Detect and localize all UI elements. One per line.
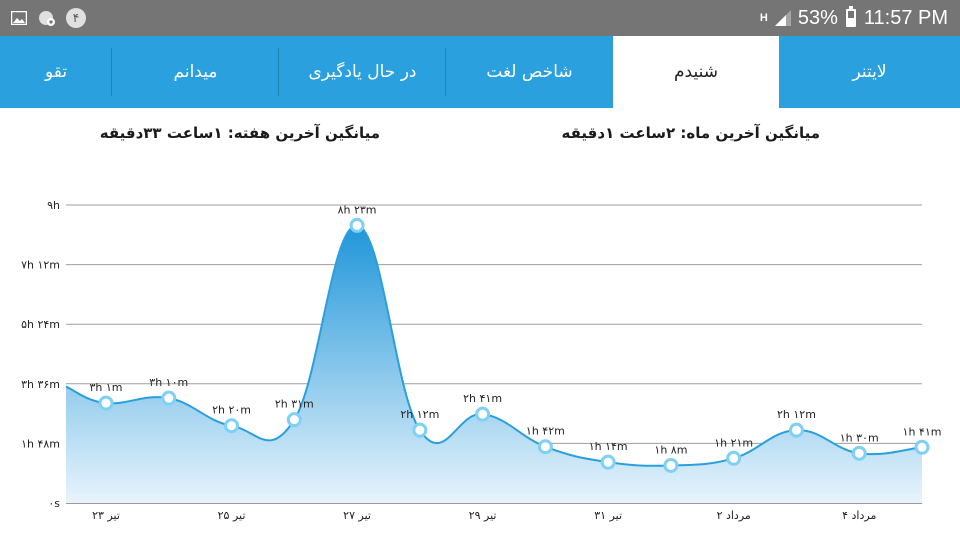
- x-tick-label: ۲۵ تیر: [218, 509, 246, 522]
- data-point[interactable]: [475, 406, 491, 422]
- month-average: میانگین آخرین ماه: ۲ساعت ۱دقیقه: [561, 124, 820, 142]
- tab-leitner[interactable]: لایتنر: [779, 36, 960, 108]
- tab-known-well[interactable]: تقو: [0, 36, 112, 108]
- tab-label: لایتنر: [852, 62, 887, 82]
- data-point[interactable]: [349, 217, 365, 233]
- data-label: ۱h ۲۱m: [714, 436, 753, 449]
- data-point[interactable]: [600, 454, 616, 470]
- data-label: ۱h ۴۱m: [903, 425, 942, 438]
- x-tick-label: ۴ مرداد: [842, 509, 876, 522]
- notification-settings-icon: [38, 9, 56, 27]
- battery-percent: 53%: [797, 6, 838, 29]
- data-label: ۸h ۲۳m: [338, 203, 377, 216]
- data-label: ۲h ۱۲m: [400, 408, 439, 421]
- data-point[interactable]: [286, 412, 302, 428]
- tab-heard[interactable]: شنیدم: [613, 36, 779, 108]
- data-point[interactable]: [161, 390, 177, 406]
- tab-label: شاخص لغت: [486, 62, 573, 82]
- status-bar: ۴ H 53% 11:57 PM: [0, 0, 960, 36]
- data-label: ۳h ۱m: [90, 381, 123, 394]
- status-left-icons: ۴: [10, 8, 86, 28]
- data-point[interactable]: [851, 445, 867, 461]
- data-label: ۲h ۱۲m: [777, 408, 816, 421]
- data-point[interactable]: [788, 422, 804, 438]
- signal-icon: [774, 9, 792, 27]
- data-label: ۱h ۸m: [654, 443, 687, 456]
- y-tick-label: ۱h ۴۸m: [21, 437, 60, 450]
- notification-count-badge: ۴: [66, 8, 86, 28]
- clock: 11:57 PM: [863, 6, 948, 29]
- data-point[interactable]: [537, 439, 553, 455]
- tab-word-index[interactable]: شاخص لغت: [446, 36, 613, 108]
- y-tick-label: ۵h ۲۴m: [21, 318, 60, 331]
- data-label: ۱h ۱۴m: [589, 440, 628, 453]
- tab-learning[interactable]: در حال یادگیری: [279, 36, 446, 108]
- y-tick-label: ۰s: [48, 497, 60, 510]
- data-point[interactable]: [98, 395, 114, 411]
- series-area: [66, 225, 922, 503]
- listening-time-chart: ۰s ۱h ۴۸m ۳h ۳۶m ۵h ۲۴m ۷h ۱۲m ۹h ۳h ۱m ۳h ۱۰m ۲…: [21, 199, 942, 522]
- data-label: ۲h ۳۱m: [275, 398, 314, 411]
- y-tick-label: ۳h ۳۶m: [21, 378, 60, 391]
- x-tick-label: ۲۹ تیر: [469, 509, 497, 522]
- data-label: ۱h ۴۲m: [526, 425, 565, 438]
- data-point[interactable]: [412, 422, 428, 438]
- week-average: میانگین آخرین هفته: ۱ساعت ۳۳دقیقه: [99, 124, 380, 142]
- x-tick-label: ۲۷ تیر: [343, 509, 371, 522]
- tab-label: شنیدم: [674, 62, 718, 82]
- tab-label: تقو: [44, 62, 68, 82]
- network-type-label: H: [759, 12, 768, 24]
- data-point[interactable]: [914, 439, 930, 455]
- data-label: ۲h ۲۰m: [212, 404, 251, 417]
- tab-bar: تقو میدانم در حال یادگیری شاخص لغت شنیدم…: [0, 36, 960, 108]
- x-tick-label: ۳۱ تیر: [594, 509, 622, 522]
- data-label: ۱h ۳۰m: [840, 431, 879, 444]
- tab-known[interactable]: میدانم: [112, 36, 279, 108]
- status-right: H 53% 11:57 PM: [760, 5, 948, 31]
- data-label: ۳h ۱۰m: [149, 376, 188, 389]
- data-point[interactable]: [224, 418, 240, 434]
- battery-icon: [845, 6, 856, 27]
- data-point[interactable]: [663, 457, 679, 473]
- y-tick-label: ۹h: [47, 199, 60, 212]
- x-tick-label: ۲۳ تیر: [92, 509, 120, 522]
- x-tick-label: ۲ مرداد: [717, 509, 751, 522]
- series-line: [65, 224, 923, 467]
- tab-label: میدانم: [173, 62, 218, 82]
- y-tick-label: ۷h ۱۲m: [21, 259, 60, 272]
- tab-label: در حال یادگیری: [308, 62, 417, 82]
- data-point[interactable]: [726, 450, 742, 466]
- data-label: ۲h ۴۱m: [463, 392, 502, 405]
- image-icon: [10, 9, 28, 27]
